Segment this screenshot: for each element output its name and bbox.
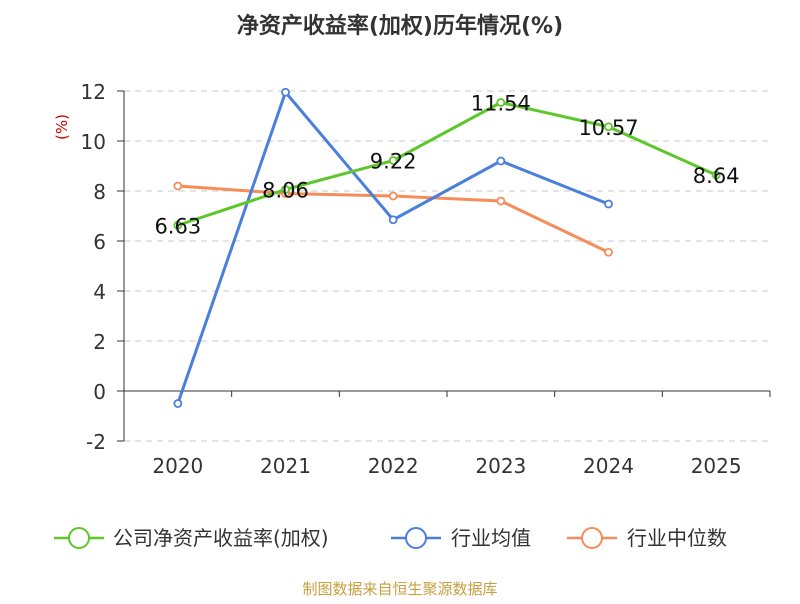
series-0 [173, 98, 721, 230]
x-tick-label: 2024 [583, 454, 634, 478]
legend-label: 行业均值 [451, 526, 531, 550]
y-tick-label: 8 [93, 180, 106, 204]
axes: -2 0 2 4 6 8 10 12 2020 2021 2022 2023 2024 2025 [81, 80, 771, 478]
data-point [281, 185, 290, 194]
legend-marker [405, 527, 427, 549]
data-point [496, 156, 506, 166]
y-axis-label: (%) [53, 114, 71, 140]
series-line [176, 90, 610, 405]
x-tick-label: 2023 [475, 454, 526, 478]
data-point [604, 199, 613, 209]
legend-marker [581, 527, 603, 549]
legend: 公司净资产收益率(加权) 行业均值 行业中位数 [54, 526, 727, 550]
data-point [388, 156, 398, 165]
y-tick-label: 6 [93, 230, 106, 254]
x-tick-label: 2020 [152, 454, 203, 478]
y-tick-label: 0 [93, 380, 106, 404]
series-line [176, 101, 718, 227]
series-layer [173, 87, 721, 408]
y-tick-label: 2 [93, 330, 106, 354]
data-point [173, 181, 183, 191]
data-label: 6.63 [154, 214, 201, 238]
data-point [173, 399, 183, 408]
data-point [496, 98, 506, 107]
data-point [173, 220, 183, 230]
legend-label: 行业中位数 [627, 526, 727, 550]
y-tick-label: 12 [81, 80, 106, 104]
data-label: 11.54 [471, 92, 531, 116]
data-point [281, 87, 290, 97]
x-tick-label: 2025 [691, 454, 742, 478]
data-label: 10.57 [578, 116, 638, 140]
source-note: 制图数据来自恒生聚源数据库 [302, 580, 497, 598]
y-tick-label: 4 [93, 280, 106, 304]
data-point [388, 215, 398, 225]
data-label: 8.06 [262, 179, 309, 203]
series-1 [173, 87, 613, 408]
y-tick-label: -2 [86, 430, 106, 454]
legend-marker [68, 527, 90, 549]
data-labels: 6.63 8.06 9.22 11.54 10.57 8.64 [154, 92, 739, 239]
data-point [604, 247, 613, 257]
legend-item[interactable]: 行业均值 [391, 526, 531, 550]
data-label: 9.22 [370, 150, 417, 174]
legend-item[interactable]: 公司净资产收益率(加权) [54, 526, 329, 550]
chart-title: 净资产收益率(加权)历年情况(%) [237, 13, 563, 39]
y-tick-label: 10 [81, 130, 106, 154]
series-2 [173, 181, 613, 257]
data-point [388, 191, 398, 201]
legend-item[interactable]: 行业中位数 [567, 526, 727, 550]
legend-label: 公司净资产收益率(加权) [113, 526, 329, 550]
grid-lines [124, 90, 770, 442]
data-label: 8.64 [693, 164, 740, 188]
data-point [496, 196, 506, 206]
x-tick-label: 2021 [260, 454, 311, 478]
data-point [711, 170, 721, 180]
x-tick-label: 2022 [368, 454, 419, 478]
data-point [604, 122, 613, 132]
